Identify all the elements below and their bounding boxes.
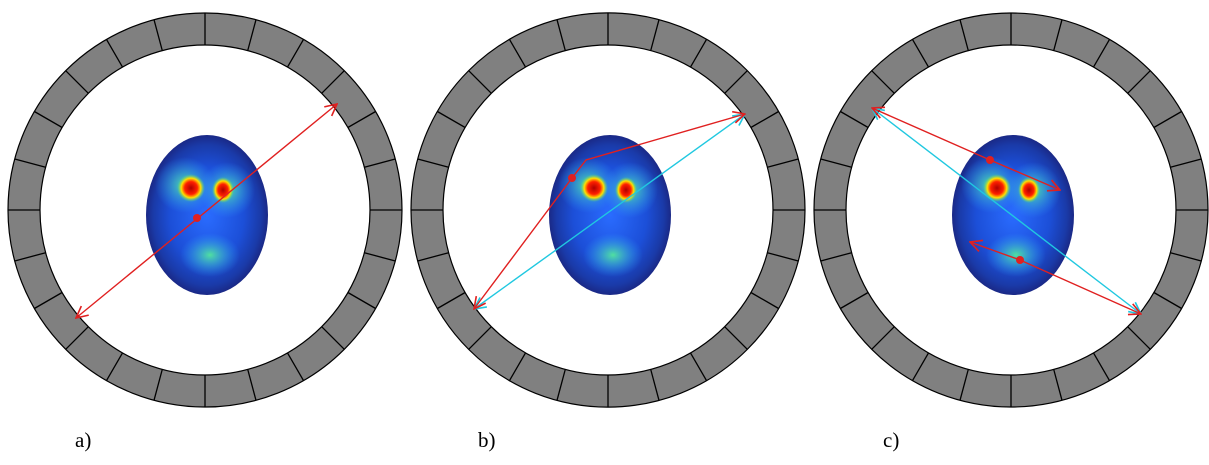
panel-label: a) [75,428,91,452]
panel-label: b) [478,428,496,452]
activity [1018,177,1040,203]
annihilation-point [986,156,994,164]
activity [583,233,643,277]
activity [177,174,205,202]
activity [983,174,1011,202]
activity [986,233,1046,277]
annihilation-point [193,214,201,222]
panel-label: c) [883,428,899,452]
annihilation-point [1016,256,1024,264]
scanner-panels [8,13,1208,407]
brain-image [146,135,268,295]
brain-image [952,135,1074,295]
activity [212,177,234,203]
scatter-point [568,174,576,182]
figure: a) b) c) [0,0,1209,465]
activity [180,233,240,277]
activity [580,174,608,202]
brain-image [549,135,671,295]
